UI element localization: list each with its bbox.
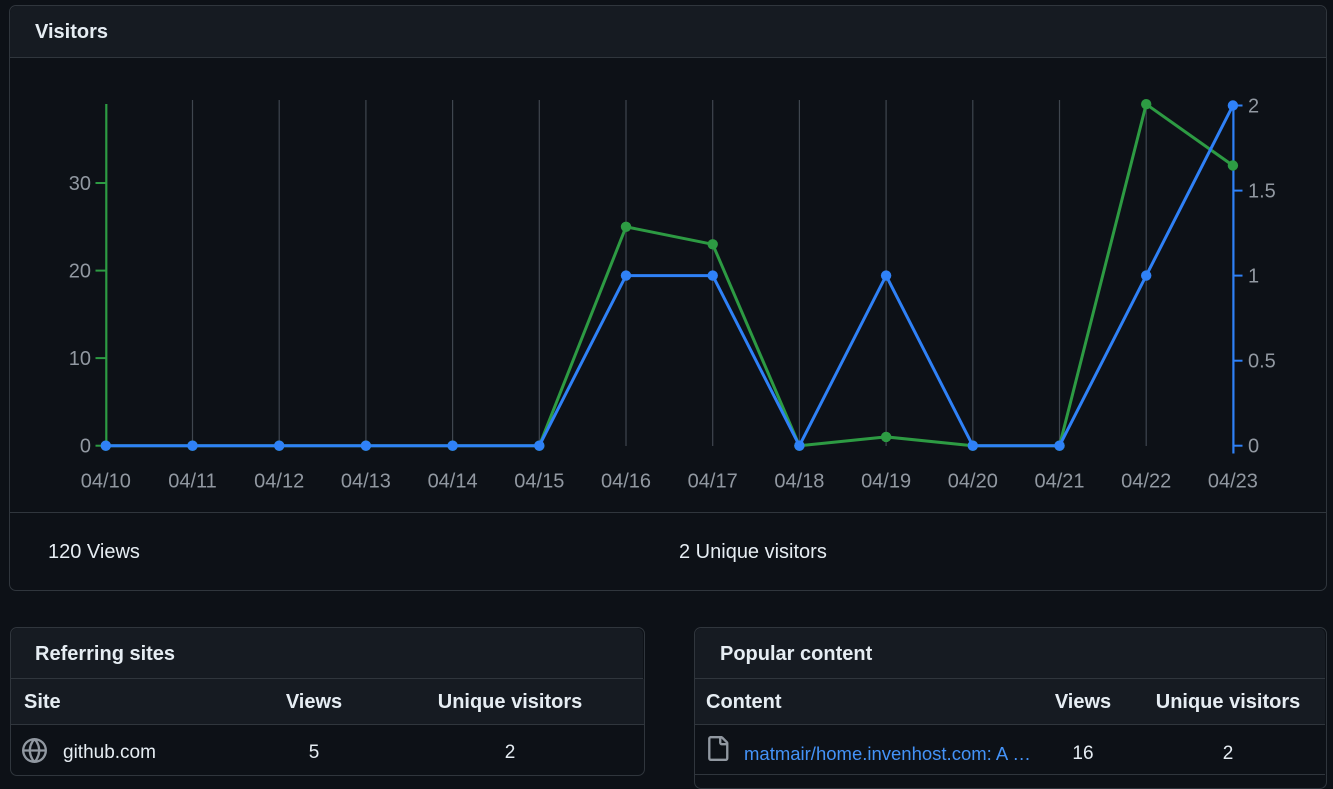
svg-text:0: 0 xyxy=(1248,436,1259,458)
svg-text:30: 30 xyxy=(69,173,91,195)
svg-text:0: 0 xyxy=(80,436,91,458)
svg-text:04/18: 04/18 xyxy=(774,471,824,493)
svg-text:04/12: 04/12 xyxy=(254,471,304,493)
svg-text:04/21: 04/21 xyxy=(1034,471,1084,493)
svg-text:04/16: 04/16 xyxy=(601,471,651,493)
svg-text:04/15: 04/15 xyxy=(514,471,564,493)
svg-text:04/10: 04/10 xyxy=(81,471,131,493)
svg-text:2: 2 xyxy=(1248,95,1259,117)
svg-text:04/23: 04/23 xyxy=(1208,471,1258,493)
svg-text:04/19: 04/19 xyxy=(861,471,911,493)
svg-text:04/13: 04/13 xyxy=(341,471,391,493)
svg-text:10: 10 xyxy=(69,348,91,370)
svg-text:04/11: 04/11 xyxy=(168,471,217,493)
svg-text:20: 20 xyxy=(69,260,91,282)
svg-text:1: 1 xyxy=(1248,265,1259,287)
svg-text:1.5: 1.5 xyxy=(1248,180,1276,202)
svg-text:04/17: 04/17 xyxy=(688,471,738,493)
svg-text:04/20: 04/20 xyxy=(948,471,998,493)
svg-text:0.5: 0.5 xyxy=(1248,351,1276,373)
svg-text:04/14: 04/14 xyxy=(428,471,478,493)
svg-text:04/22: 04/22 xyxy=(1121,471,1171,493)
